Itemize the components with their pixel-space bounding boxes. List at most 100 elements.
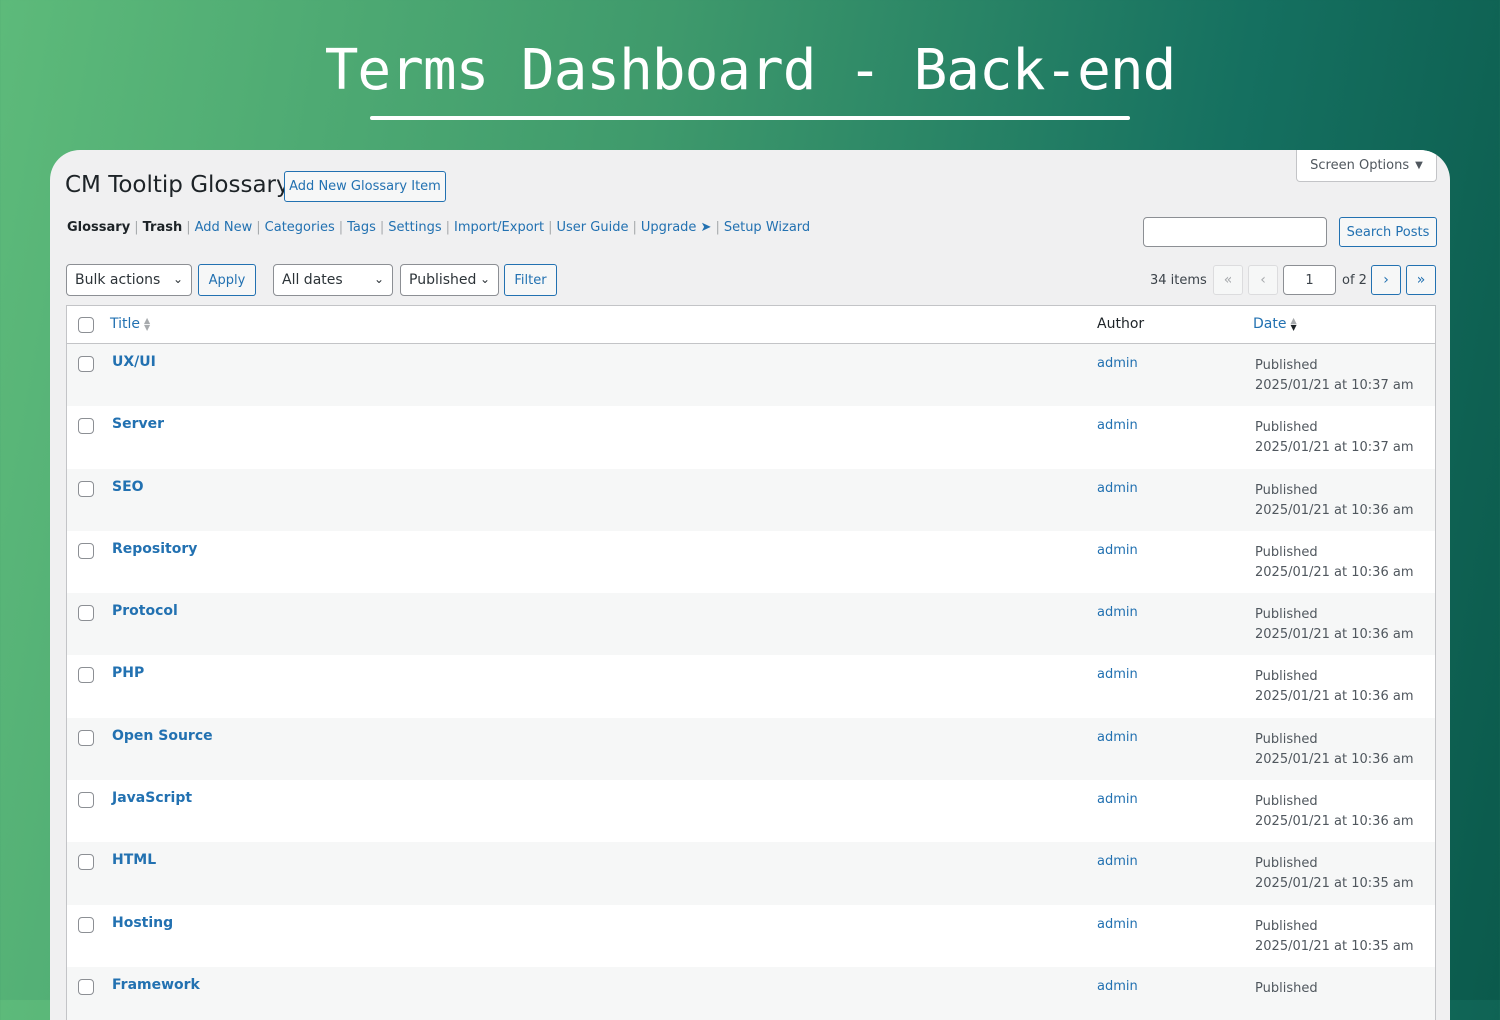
row-checkbox[interactable]: [78, 418, 94, 435]
last-page-button[interactable]: »: [1406, 265, 1436, 295]
select-all-checkbox[interactable]: [78, 317, 94, 333]
row-title-link[interactable]: Protocol: [112, 603, 178, 620]
status-select[interactable]: Published ⌄: [400, 264, 499, 296]
table-header: Title ▲ ▼ Author Date ▲ ▼: [67, 306, 1435, 344]
page-title: CM Tooltip Glossary: [65, 172, 290, 198]
row-checkbox[interactable]: [78, 916, 94, 933]
row-author-link[interactable]: admin: [1097, 418, 1138, 434]
row-author-link[interactable]: admin: [1097, 978, 1138, 994]
row-title-link[interactable]: HTML: [112, 852, 157, 869]
search-input[interactable]: [1143, 217, 1327, 247]
row-title-link[interactable]: JavaScript: [112, 790, 193, 807]
row-title-link[interactable]: Hosting: [112, 914, 174, 931]
row-title-link[interactable]: Repository: [112, 540, 198, 557]
row-date: Published 2025/01/21 at 10:37 am: [1255, 418, 1413, 458]
row-checkbox[interactable]: [78, 729, 94, 746]
row-checkbox[interactable]: [78, 480, 94, 497]
nav-link-trash[interactable]: Trash: [142, 220, 183, 235]
nav-link-upgrade[interactable]: Upgrade ➤: [640, 220, 712, 235]
row-status: Published: [1255, 482, 1318, 498]
author-column-label: Author: [1097, 316, 1145, 332]
row-datetime: 2025/01/21 at 10:36 am: [1255, 689, 1414, 705]
table-row: Open Source admin Published 2025/01/21 at…: [67, 717, 1435, 781]
admin-panel: Screen Options ▼ CM Tooltip Glossary Add …: [50, 150, 1450, 1020]
row-status: Published: [1255, 669, 1318, 685]
row-title-link[interactable]: SEO: [112, 478, 144, 495]
row-author-link[interactable]: admin: [1097, 542, 1138, 558]
date-column-sort[interactable]: Date ▲ ▼: [1253, 316, 1300, 332]
hero-underline: [370, 116, 1130, 120]
nav-separator: |: [134, 220, 139, 235]
title-column-sort[interactable]: Title ▲ ▼: [110, 316, 154, 332]
items-count: 34 items: [1150, 273, 1207, 288]
row-author-link[interactable]: admin: [1097, 667, 1138, 683]
row-checkbox[interactable]: [78, 356, 94, 372]
nav-separator: |: [715, 220, 720, 235]
row-status: Published: [1255, 918, 1318, 934]
nav-link-glossary[interactable]: Glossary: [67, 220, 131, 235]
nav-separator: |: [632, 220, 637, 235]
row-status: Published: [1255, 794, 1318, 810]
row-author-link[interactable]: admin: [1097, 729, 1138, 745]
apply-button[interactable]: Apply: [198, 264, 256, 296]
row-title-link[interactable]: Server: [112, 416, 165, 433]
first-page-button[interactable]: «: [1213, 265, 1243, 295]
row-datetime: 2025/01/21 at 10:36 am: [1255, 627, 1414, 643]
chevron-down-icon: ⌄: [373, 272, 384, 286]
row-title-link[interactable]: Framework: [112, 976, 200, 993]
chevron-down-icon: ⌄: [479, 272, 490, 286]
search-posts-button[interactable]: Search Posts: [1339, 217, 1437, 247]
nav-separator: |: [445, 220, 451, 235]
row-title-link[interactable]: UX/UI: [112, 354, 156, 370]
row-author-link[interactable]: admin: [1097, 480, 1138, 496]
row-title-link[interactable]: PHP: [112, 665, 145, 682]
date-column-label: Date: [1253, 316, 1287, 332]
row-status: Published: [1255, 544, 1318, 560]
row-checkbox[interactable]: [78, 667, 94, 684]
row-author-link[interactable]: admin: [1097, 356, 1138, 371]
row-checkbox[interactable]: [78, 978, 94, 995]
nav-link-tags[interactable]: Tags: [347, 220, 376, 235]
row-status: Published: [1255, 980, 1318, 996]
row-date: Published 2025/01/21 at 10:36 am: [1255, 543, 1413, 583]
table-body: UX/UI admin Published 2025/01/21 at 10:37…: [67, 344, 1435, 1020]
row-title-link[interactable]: Open Source: [112, 727, 213, 744]
nav-link-user-guide[interactable]: User Guide: [556, 220, 629, 235]
row-checkbox[interactable]: [78, 542, 94, 559]
prev-page-button[interactable]: ‹: [1248, 265, 1278, 295]
nav-link-settings[interactable]: Settings: [388, 220, 442, 235]
screen-options-button[interactable]: Screen Options ▼: [1296, 150, 1437, 182]
nav-link-setup-wizard[interactable]: Setup Wizard: [723, 220, 811, 235]
caret-down-icon: ▼: [1415, 160, 1423, 171]
row-author-link[interactable]: admin: [1097, 605, 1138, 621]
filter-button[interactable]: Filter: [504, 264, 557, 296]
nav-link-categories[interactable]: Categories: [264, 220, 335, 235]
current-page-input[interactable]: 1: [1283, 265, 1336, 295]
table-row: PHP admin Published 2025/01/21 at 10:36 a…: [67, 655, 1435, 717]
row-checkbox[interactable]: [78, 605, 94, 622]
dates-select[interactable]: All dates ⌄: [273, 264, 393, 296]
row-datetime: 2025/01/21 at 10:36 am: [1255, 502, 1414, 518]
row-datetime: 2025/01/21 at 10:35 am: [1255, 938, 1414, 954]
row-author-link[interactable]: admin: [1097, 854, 1138, 870]
nav-link-import-export[interactable]: Import/Export: [454, 220, 545, 235]
row-author-link[interactable]: admin: [1097, 916, 1138, 932]
row-datetime: 2025/01/21 at 10:36 am: [1255, 564, 1414, 580]
row-checkbox[interactable]: [78, 854, 94, 871]
row-date: Published 2025/01/21 at 10:37 am: [1255, 356, 1413, 396]
bulk-actions-select[interactable]: Bulk actions ⌄: [66, 264, 192, 296]
row-date: Published 2025/01/21 at 10:36 am: [1255, 605, 1413, 645]
row-datetime: 2025/01/21 at 10:37 am: [1255, 440, 1414, 456]
row-author-link[interactable]: admin: [1097, 792, 1138, 808]
row-checkbox[interactable]: [78, 792, 94, 809]
bulk-actions-value: Bulk actions: [75, 272, 161, 288]
row-status: Published: [1255, 856, 1318, 872]
nav-separator: |: [186, 220, 191, 235]
title-column-label: Title: [110, 316, 141, 332]
dates-value: All dates: [282, 272, 343, 288]
row-date: Published: [1255, 979, 1318, 999]
table-row: Hosting admin Published 2025/01/21 at 10:…: [67, 905, 1435, 967]
nav-link-add-new[interactable]: Add New: [194, 220, 253, 235]
add-new-glossary-item-button[interactable]: Add New Glossary Item: [284, 171, 446, 202]
next-page-button[interactable]: ›: [1371, 265, 1401, 295]
